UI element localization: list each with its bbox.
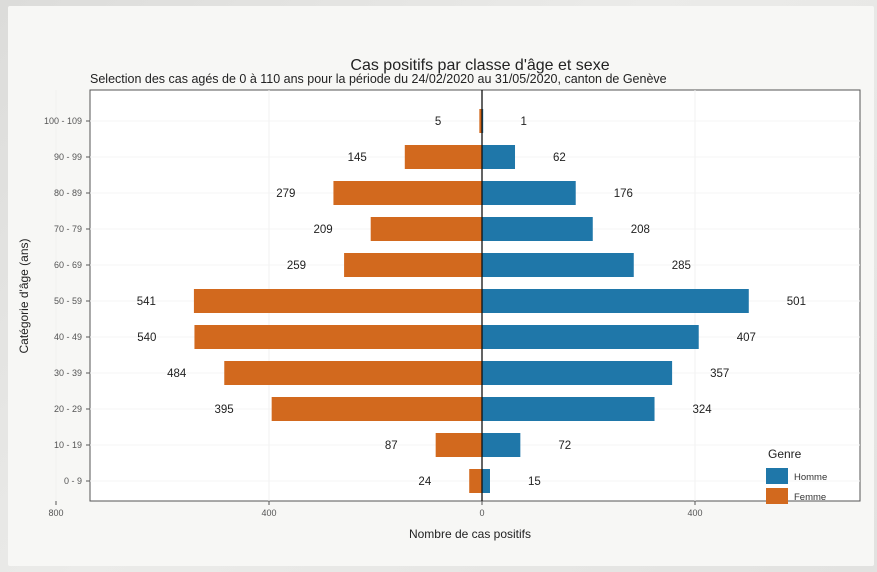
y-tick-label: 10 - 19 — [54, 440, 82, 450]
y-tick-label: 40 - 49 — [54, 332, 82, 342]
data-label-homme-4: 407 — [737, 332, 756, 344]
data-label-homme-1: 72 — [558, 440, 571, 452]
data-label-homme-9: 62 — [553, 152, 566, 164]
data-label-homme-7: 208 — [631, 224, 650, 236]
bar-homme-7 — [482, 217, 593, 241]
y-tick-label: 60 - 69 — [54, 260, 82, 270]
y-tick-label: 30 - 39 — [54, 368, 82, 378]
legend-swatch-homme — [766, 468, 788, 484]
x-tick-label: 400 — [687, 508, 702, 518]
data-label-femme-5: 541 — [137, 296, 156, 308]
bar-homme-3 — [482, 361, 672, 385]
monitor-screen: Cas positifs par classe d'âge et sexe Se… — [8, 6, 874, 566]
y-axis-ticks: 0 - 9 10 - 19 20 - 29 30 - 39 40 - 49 50 - 59… — [44, 116, 90, 486]
legend-label-femme: Femme — [794, 492, 826, 503]
bar-femme-3 — [224, 361, 482, 385]
bar-femme-4 — [194, 325, 482, 349]
data-label-femme-1: 87 — [385, 440, 398, 452]
data-label-femme-7: 209 — [314, 224, 333, 236]
chart-subtitle: Selection des cas agés de 0 à 110 ans po… — [90, 72, 667, 86]
data-label-femme-0: 24 — [418, 476, 431, 488]
x-tick-label: 800 — [48, 508, 63, 518]
bar-femme-1 — [436, 433, 482, 457]
bar-homme-0 — [482, 469, 490, 493]
bar-homme-9 — [482, 145, 515, 169]
bar-femme-5 — [194, 289, 482, 313]
bar-homme-4 — [482, 325, 699, 349]
data-label-femme-2: 395 — [214, 404, 233, 416]
bar-homme-2 — [482, 397, 655, 421]
bar-femme-6 — [344, 253, 482, 277]
x-axis-title: Nombre de cas positifs — [409, 527, 531, 541]
data-label-homme-6: 285 — [672, 260, 691, 272]
bar-homme-1 — [482, 433, 520, 457]
bar-femme-0 — [469, 469, 482, 493]
population-pyramid-chart: Cas positifs par classe d'âge et sexe Se… — [8, 6, 874, 566]
data-label-homme-8: 176 — [614, 188, 633, 200]
data-label-homme-0: 15 — [528, 476, 541, 488]
data-label-femme-10: 5 — [435, 116, 441, 128]
bar-femme-8 — [333, 181, 482, 205]
data-label-femme-3: 484 — [167, 368, 187, 380]
bar-femme-2 — [272, 397, 482, 421]
bar-femme-9 — [405, 145, 482, 169]
y-tick-label: 90 - 99 — [54, 152, 82, 162]
x-axis-ticks: 8004000400800 — [48, 501, 874, 518]
data-label-homme-2: 324 — [693, 404, 713, 416]
data-label-femme-9: 145 — [348, 152, 367, 164]
data-label-femme-4: 540 — [137, 332, 156, 344]
y-tick-label: 0 - 9 — [64, 476, 82, 486]
data-label-homme-3: 357 — [710, 368, 729, 380]
y-tick-label: 50 - 59 — [54, 296, 82, 306]
data-label-femme-6: 259 — [287, 260, 306, 272]
y-tick-label: 70 - 79 — [54, 224, 82, 234]
x-tick-label: 0 — [479, 508, 484, 518]
legend-title: Genre — [768, 447, 802, 461]
x-tick-label: 400 — [261, 508, 276, 518]
data-label-homme-5: 501 — [787, 296, 806, 308]
bar-homme-6 — [482, 253, 634, 277]
legend-label-homme: Homme — [794, 472, 827, 483]
legend-swatch-femme — [766, 488, 788, 504]
bar-homme-8 — [482, 181, 576, 205]
data-label-femme-8: 279 — [276, 188, 295, 200]
y-tick-label: 20 - 29 — [54, 404, 82, 414]
y-tick-label: 100 - 109 — [44, 116, 82, 126]
data-label-homme-10: 1 — [521, 116, 527, 128]
bar-homme-5 — [482, 289, 749, 313]
bar-femme-7 — [371, 217, 482, 241]
y-axis-title: Catégorie d'âge (ans) — [17, 238, 31, 353]
y-tick-label: 80 - 89 — [54, 188, 82, 198]
